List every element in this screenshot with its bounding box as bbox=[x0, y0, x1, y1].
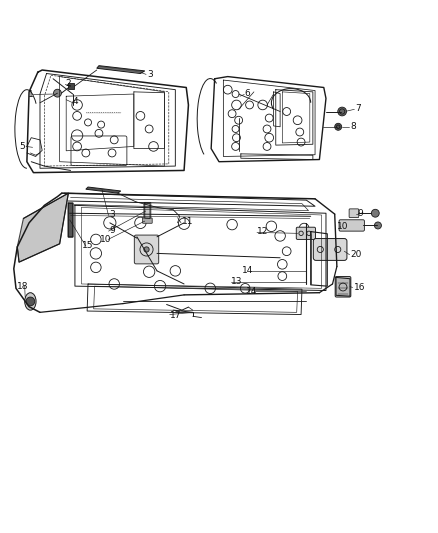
Text: 7: 7 bbox=[355, 104, 361, 113]
FancyBboxPatch shape bbox=[349, 209, 359, 217]
Text: 5: 5 bbox=[19, 142, 25, 151]
Text: 16: 16 bbox=[353, 283, 365, 292]
FancyBboxPatch shape bbox=[335, 277, 351, 297]
Text: 13: 13 bbox=[231, 277, 243, 286]
Polygon shape bbox=[17, 193, 68, 262]
Text: 20: 20 bbox=[350, 250, 361, 259]
Text: 10: 10 bbox=[100, 235, 112, 244]
Text: 3: 3 bbox=[147, 70, 153, 79]
FancyBboxPatch shape bbox=[339, 220, 364, 231]
Text: 3: 3 bbox=[109, 209, 115, 219]
Ellipse shape bbox=[25, 293, 36, 310]
FancyBboxPatch shape bbox=[144, 203, 151, 220]
FancyBboxPatch shape bbox=[134, 235, 159, 264]
Circle shape bbox=[26, 297, 35, 306]
Text: 9: 9 bbox=[357, 209, 363, 218]
Circle shape bbox=[374, 222, 381, 229]
Circle shape bbox=[335, 123, 342, 130]
Text: 4: 4 bbox=[73, 97, 78, 106]
Text: 12: 12 bbox=[258, 227, 269, 236]
FancyBboxPatch shape bbox=[313, 239, 347, 261]
Text: 8: 8 bbox=[350, 122, 356, 131]
Circle shape bbox=[53, 89, 61, 97]
Text: 2: 2 bbox=[65, 79, 71, 88]
Polygon shape bbox=[86, 187, 121, 193]
Text: 1: 1 bbox=[28, 90, 34, 99]
FancyBboxPatch shape bbox=[296, 227, 315, 239]
Circle shape bbox=[338, 107, 346, 116]
Text: 14: 14 bbox=[242, 266, 253, 276]
Circle shape bbox=[371, 209, 379, 217]
Text: 18: 18 bbox=[17, 281, 29, 290]
FancyBboxPatch shape bbox=[68, 83, 74, 89]
Text: 15: 15 bbox=[82, 241, 94, 251]
Text: 10: 10 bbox=[337, 222, 348, 231]
FancyBboxPatch shape bbox=[68, 203, 73, 237]
FancyBboxPatch shape bbox=[143, 218, 152, 223]
Text: 6: 6 bbox=[244, 89, 250, 98]
Circle shape bbox=[144, 247, 149, 252]
Text: 9: 9 bbox=[109, 226, 115, 235]
Text: 17: 17 bbox=[170, 311, 182, 320]
Text: 11: 11 bbox=[182, 217, 194, 227]
Text: 14: 14 bbox=[246, 287, 258, 296]
Polygon shape bbox=[97, 66, 145, 74]
